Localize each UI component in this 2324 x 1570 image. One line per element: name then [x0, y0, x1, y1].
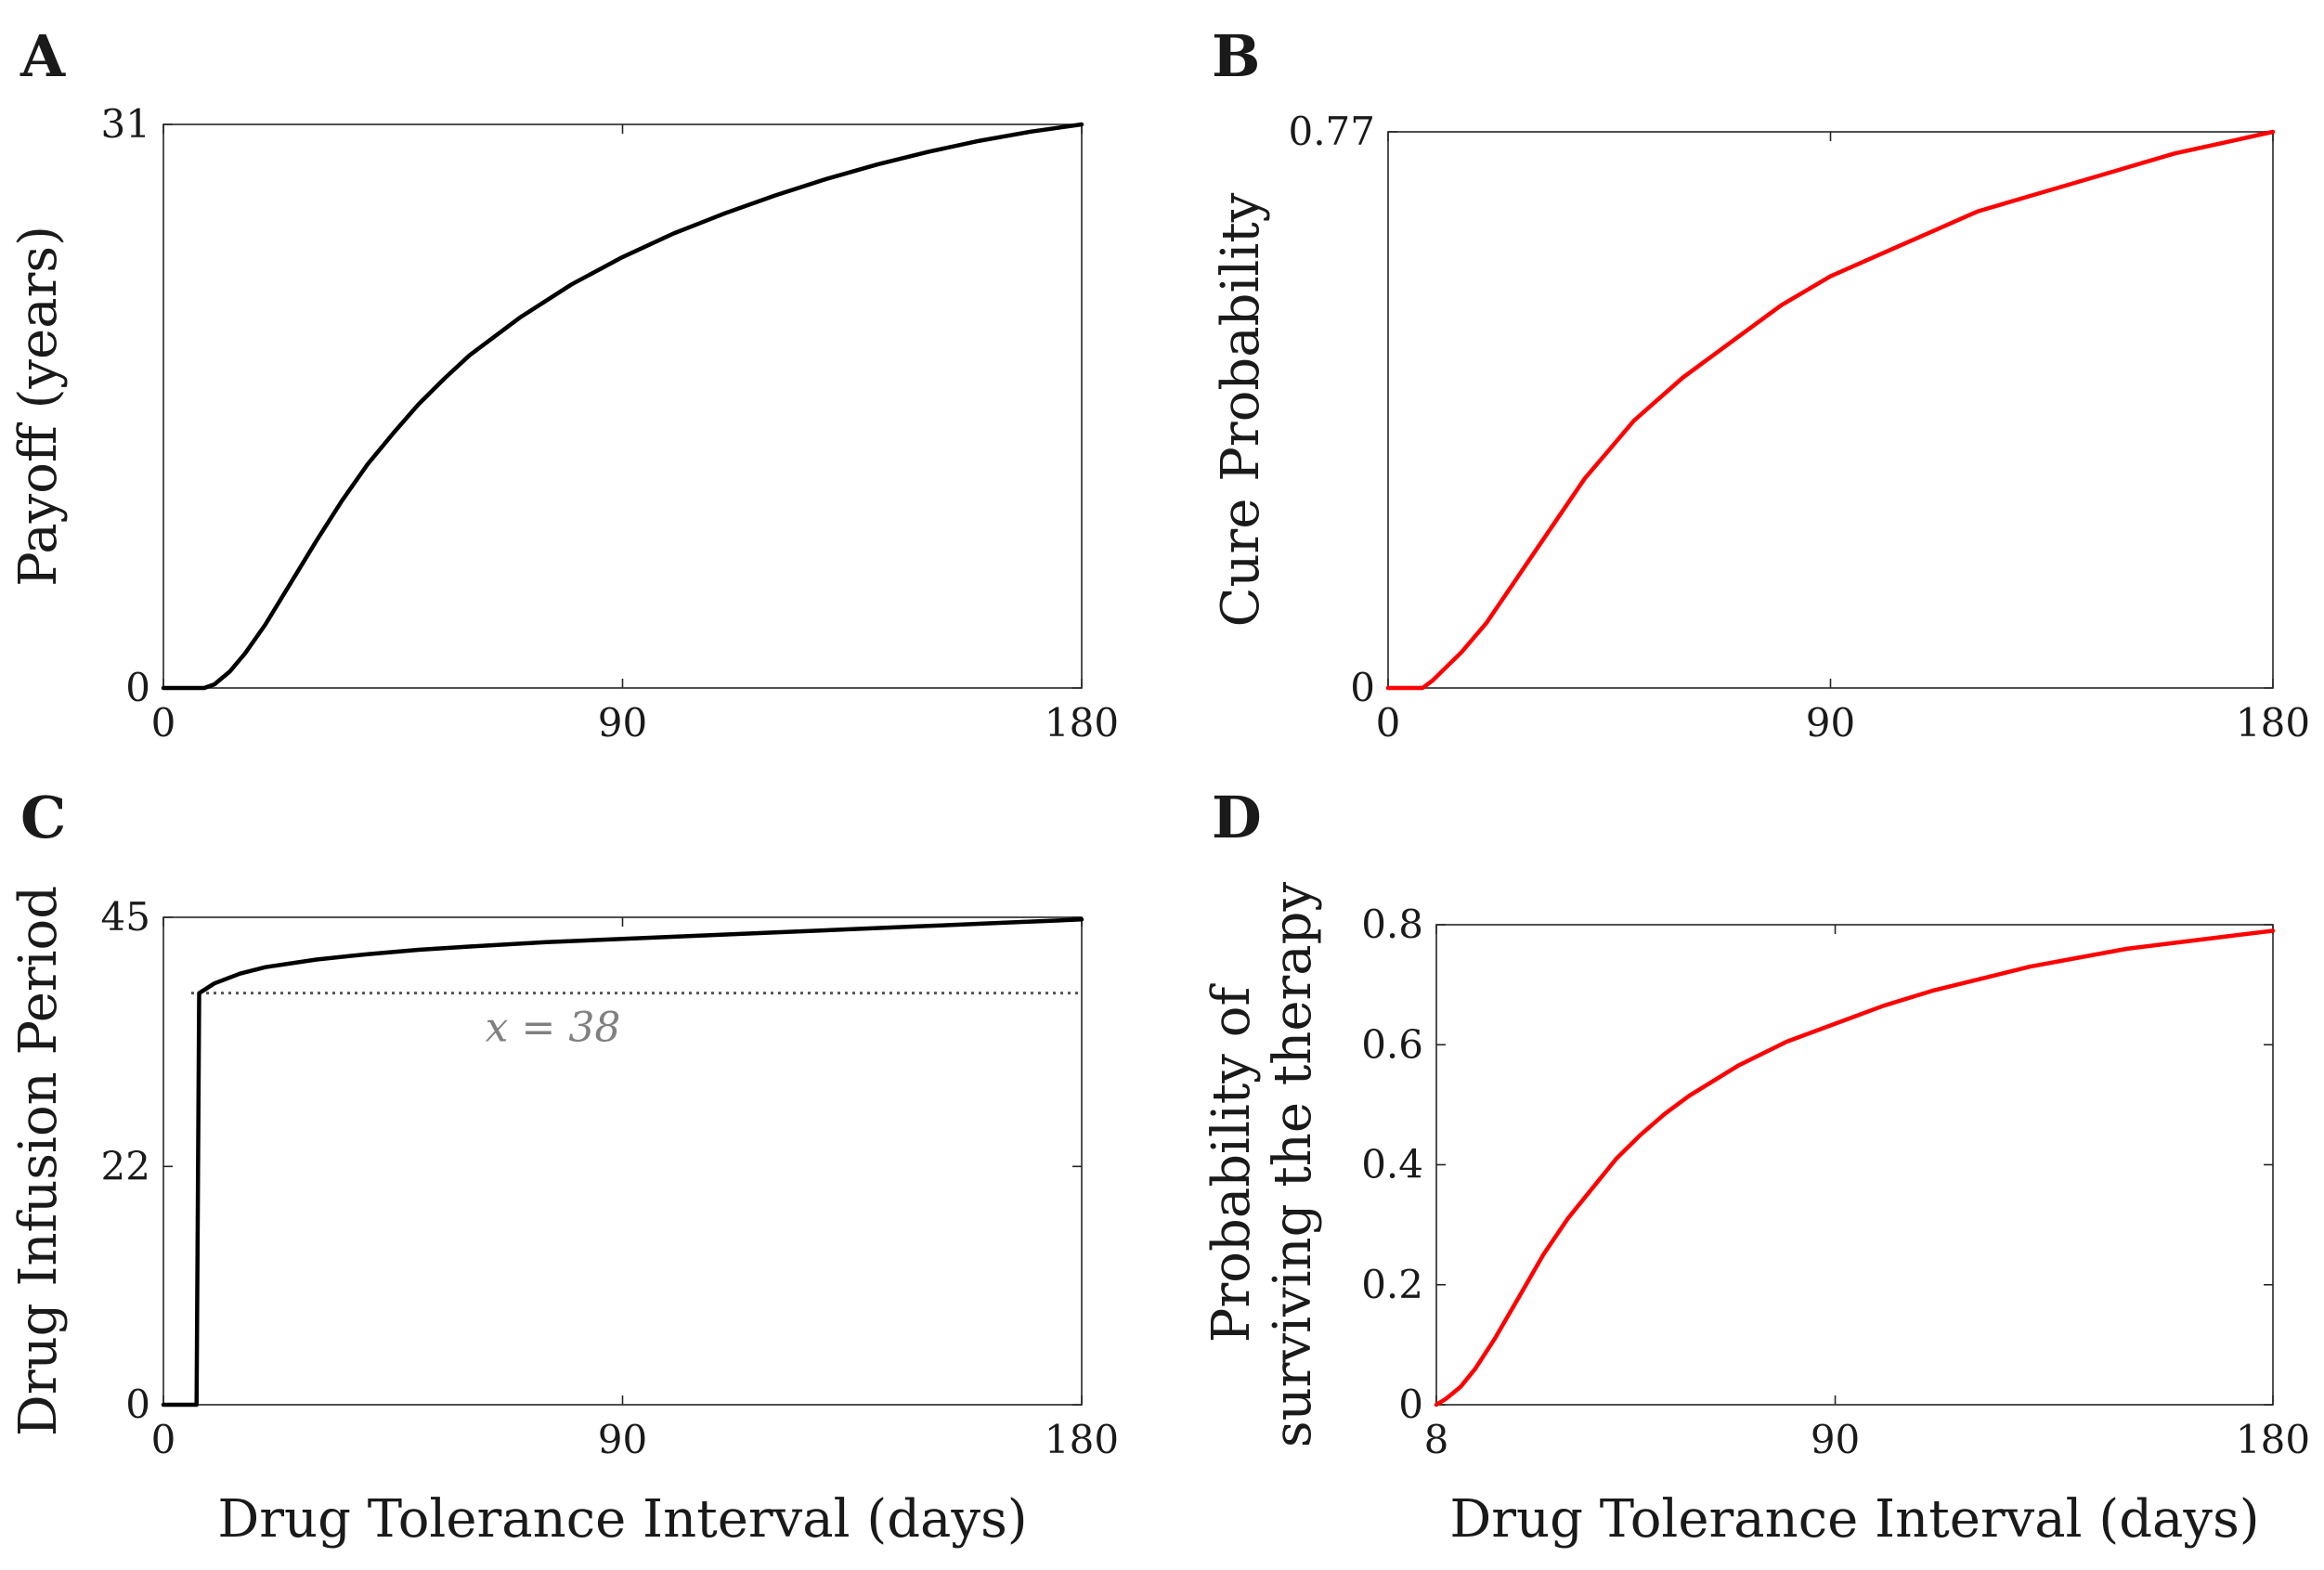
panel-b: B 0 90 180 0 0.77 Cure Probability [1211, 22, 2310, 746]
panel-a: A 0 90 180 0 31 Payoff (years) [8, 22, 1119, 746]
panel-a-axes-box [162, 123, 1083, 689]
panel-a-series-line [161, 122, 1084, 691]
panel-b-letter: B [1212, 22, 1260, 90]
panel-c: C 0 90 180 0 22 45 Drug Infusion Period Drug Tol… [8, 784, 1119, 1550]
panel-b-ylabel: Cure Probability [1211, 192, 1271, 627]
panel-c-xtick-label: 90 [598, 1417, 647, 1462]
panel-d-ytick-label: 0.8 [1361, 902, 1423, 947]
panel-c-series-line [161, 917, 1084, 1408]
panel-d-letter: D [1212, 784, 1262, 851]
panel-c-ytick-label: 45 [101, 894, 150, 940]
panel-b-xtick-label: 180 [2236, 700, 2310, 746]
panel-b-series-line [1385, 129, 2276, 691]
panel-d-series-line [1434, 928, 2276, 1408]
panel-d-ylabel-line: Probability of [1201, 983, 1262, 1343]
panel-a-letter: A [19, 22, 66, 90]
panel-c-ytick-label: 0 [125, 1382, 150, 1427]
panel-d: D 8 90 180 0 0.2 0.4 0.6 0.8 Probability of surviv… [1201, 784, 2310, 1550]
panel-c-xtick-label: 0 [151, 1417, 176, 1462]
panel-c-ylabel: Drug Infusion Period [8, 886, 69, 1436]
panel-b-ytick-label: 0 [1350, 665, 1375, 710]
panel-d-xtick-label: 180 [2236, 1417, 2310, 1462]
panel-a-xtick-label: 180 [1045, 700, 1119, 746]
panel-a-ytick-label: 31 [101, 101, 150, 147]
panel-a-xtick-label: 0 [151, 700, 176, 746]
panel-a-ytick-label: 0 [125, 665, 150, 710]
panel-c-letter: C [20, 784, 66, 851]
panel-d-xtick-label: 8 [1424, 1417, 1449, 1462]
panel-d-axes-box [1435, 924, 2274, 1406]
panel-c-xtick-label: 180 [1045, 1417, 1119, 1462]
panel-c-ytick-label: 22 [101, 1143, 150, 1188]
panel-b-xtick-label: 90 [1806, 700, 1855, 746]
panel-a-xtick-label: 90 [598, 700, 647, 746]
panel-b-axes-box [1387, 131, 2274, 689]
panel-d-xlabel: Drug Tolerance Interval (days) [1449, 1489, 2259, 1550]
panel-c-axes-box [162, 916, 1083, 1406]
panel-b-ytick-label: 0.77 [1288, 109, 1375, 154]
panel-d-ytick-label: 0.6 [1361, 1021, 1423, 1067]
panel-c-reference-label: x = 38 [486, 1005, 621, 1052]
panel-d-ytick-label: 0.4 [1361, 1142, 1423, 1187]
panel-b-xtick-label: 0 [1376, 700, 1401, 746]
panel-d-ylabel-line: surviving the therapy [1263, 882, 1323, 1448]
panel-d-ytick-label: 0 [1398, 1382, 1423, 1427]
panel-c-xlabel: Drug Tolerance Interval (days) [217, 1489, 1027, 1550]
panel-d-xtick-label: 90 [1811, 1417, 1860, 1462]
panel-d-ytick-label: 0.2 [1361, 1262, 1423, 1307]
panel-a-ylabel: Payoff (years) [8, 226, 69, 587]
